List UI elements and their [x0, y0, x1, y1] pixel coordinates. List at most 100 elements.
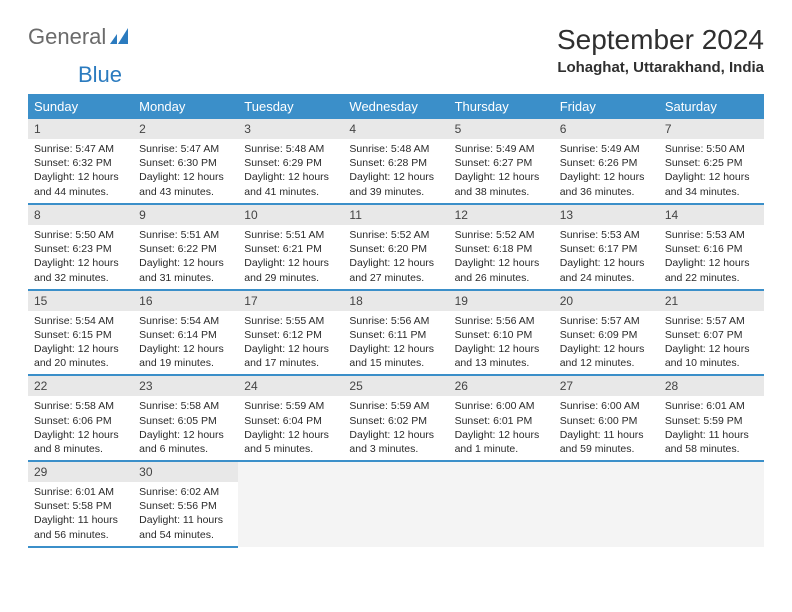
day-number: 6 [554, 119, 659, 139]
day-details: Sunrise: 6:01 AMSunset: 5:59 PMDaylight:… [659, 396, 764, 460]
day-details: Sunrise: 6:01 AMSunset: 5:58 PMDaylight:… [28, 482, 133, 546]
day-details: Sunrise: 5:48 AMSunset: 6:28 PMDaylight:… [343, 139, 448, 203]
day-cell: 3Sunrise: 5:48 AMSunset: 6:29 PMDaylight… [238, 119, 343, 204]
day-number: 1 [28, 119, 133, 139]
day-cell: 8Sunrise: 5:50 AMSunset: 6:23 PMDaylight… [28, 204, 133, 290]
day-number: 13 [554, 205, 659, 225]
day-details: Sunrise: 5:59 AMSunset: 6:02 PMDaylight:… [343, 396, 448, 460]
day-cell: 20Sunrise: 5:57 AMSunset: 6:09 PMDayligh… [554, 290, 659, 376]
day-number: 15 [28, 291, 133, 311]
weekday-header: Sunday [28, 94, 133, 119]
day-cell: 1Sunrise: 5:47 AMSunset: 6:32 PMDaylight… [28, 119, 133, 204]
week-row: 29Sunrise: 6:01 AMSunset: 5:58 PMDayligh… [28, 461, 764, 547]
day-cell: 18Sunrise: 5:56 AMSunset: 6:11 PMDayligh… [343, 290, 448, 376]
day-cell: 19Sunrise: 5:56 AMSunset: 6:10 PMDayligh… [449, 290, 554, 376]
weekday-header: Wednesday [343, 94, 448, 119]
calendar-grid: SundayMondayTuesdayWednesdayThursdayFrid… [28, 94, 764, 548]
day-details: Sunrise: 5:58 AMSunset: 6:06 PMDaylight:… [28, 396, 133, 460]
day-number: 30 [133, 462, 238, 482]
day-details: Sunrise: 5:51 AMSunset: 6:21 PMDaylight:… [238, 225, 343, 289]
day-number: 9 [133, 205, 238, 225]
day-number: 4 [343, 119, 448, 139]
brand-name: General [28, 24, 106, 50]
day-cell: 25Sunrise: 5:59 AMSunset: 6:02 PMDayligh… [343, 375, 448, 461]
day-details: Sunrise: 5:57 AMSunset: 6:09 PMDaylight:… [554, 311, 659, 375]
day-number: 27 [554, 376, 659, 396]
day-cell: 28Sunrise: 6:01 AMSunset: 5:59 PMDayligh… [659, 375, 764, 461]
day-details: Sunrise: 5:52 AMSunset: 6:20 PMDaylight:… [343, 225, 448, 289]
empty-cell [659, 461, 764, 547]
day-number: 23 [133, 376, 238, 396]
day-number: 11 [343, 205, 448, 225]
day-details: Sunrise: 5:47 AMSunset: 6:32 PMDaylight:… [28, 139, 133, 203]
day-cell: 29Sunrise: 6:01 AMSunset: 5:58 PMDayligh… [28, 461, 133, 547]
day-cell: 11Sunrise: 5:52 AMSunset: 6:20 PMDayligh… [343, 204, 448, 290]
weekday-header: Saturday [659, 94, 764, 119]
weekday-header: Thursday [449, 94, 554, 119]
day-number: 5 [449, 119, 554, 139]
day-details: Sunrise: 5:53 AMSunset: 6:17 PMDaylight:… [554, 225, 659, 289]
day-cell: 14Sunrise: 5:53 AMSunset: 6:16 PMDayligh… [659, 204, 764, 290]
weekday-header: Tuesday [238, 94, 343, 119]
day-number: 10 [238, 205, 343, 225]
day-number: 29 [28, 462, 133, 482]
day-details: Sunrise: 5:53 AMSunset: 6:16 PMDaylight:… [659, 225, 764, 289]
day-number: 18 [343, 291, 448, 311]
day-number: 28 [659, 376, 764, 396]
day-number: 7 [659, 119, 764, 139]
day-details: Sunrise: 5:52 AMSunset: 6:18 PMDaylight:… [449, 225, 554, 289]
day-cell: 16Sunrise: 5:54 AMSunset: 6:14 PMDayligh… [133, 290, 238, 376]
day-cell: 4Sunrise: 5:48 AMSunset: 6:28 PMDaylight… [343, 119, 448, 204]
day-cell: 5Sunrise: 5:49 AMSunset: 6:27 PMDaylight… [449, 119, 554, 204]
month-title: September 2024 [557, 24, 764, 56]
day-details: Sunrise: 5:59 AMSunset: 6:04 PMDaylight:… [238, 396, 343, 460]
day-details: Sunrise: 5:49 AMSunset: 6:26 PMDaylight:… [554, 139, 659, 203]
day-details: Sunrise: 5:55 AMSunset: 6:12 PMDaylight:… [238, 311, 343, 375]
location: Lohaghat, Uttarakhand, India [557, 59, 764, 76]
weekday-header-row: SundayMondayTuesdayWednesdayThursdayFrid… [28, 94, 764, 119]
day-number: 2 [133, 119, 238, 139]
day-cell: 27Sunrise: 6:00 AMSunset: 6:00 PMDayligh… [554, 375, 659, 461]
day-cell: 30Sunrise: 6:02 AMSunset: 5:56 PMDayligh… [133, 461, 238, 547]
week-row: 22Sunrise: 5:58 AMSunset: 6:06 PMDayligh… [28, 375, 764, 461]
weekday-header: Friday [554, 94, 659, 119]
week-row: 1Sunrise: 5:47 AMSunset: 6:32 PMDaylight… [28, 119, 764, 204]
day-cell: 10Sunrise: 5:51 AMSunset: 6:21 PMDayligh… [238, 204, 343, 290]
day-details: Sunrise: 5:47 AMSunset: 6:30 PMDaylight:… [133, 139, 238, 203]
day-number: 16 [133, 291, 238, 311]
day-details: Sunrise: 5:57 AMSunset: 6:07 PMDaylight:… [659, 311, 764, 375]
week-row: 8Sunrise: 5:50 AMSunset: 6:23 PMDaylight… [28, 204, 764, 290]
day-number: 21 [659, 291, 764, 311]
day-cell: 12Sunrise: 5:52 AMSunset: 6:18 PMDayligh… [449, 204, 554, 290]
day-cell: 9Sunrise: 5:51 AMSunset: 6:22 PMDaylight… [133, 204, 238, 290]
day-cell: 23Sunrise: 5:58 AMSunset: 6:05 PMDayligh… [133, 375, 238, 461]
brand-chart-icon [110, 26, 136, 49]
brand-accent: Blue [78, 62, 122, 87]
day-number: 19 [449, 291, 554, 311]
day-cell: 2Sunrise: 5:47 AMSunset: 6:30 PMDaylight… [133, 119, 238, 204]
weekday-header: Monday [133, 94, 238, 119]
day-cell: 7Sunrise: 5:50 AMSunset: 6:25 PMDaylight… [659, 119, 764, 204]
day-number: 25 [343, 376, 448, 396]
title-block: September 2024 Lohaghat, Uttarakhand, In… [557, 24, 764, 76]
day-cell: 17Sunrise: 5:55 AMSunset: 6:12 PMDayligh… [238, 290, 343, 376]
day-details: Sunrise: 5:48 AMSunset: 6:29 PMDaylight:… [238, 139, 343, 203]
day-details: Sunrise: 5:50 AMSunset: 6:23 PMDaylight:… [28, 225, 133, 289]
day-details: Sunrise: 5:49 AMSunset: 6:27 PMDaylight:… [449, 139, 554, 203]
day-details: Sunrise: 5:54 AMSunset: 6:14 PMDaylight:… [133, 311, 238, 375]
day-details: Sunrise: 6:00 AMSunset: 6:01 PMDaylight:… [449, 396, 554, 460]
day-cell: 21Sunrise: 5:57 AMSunset: 6:07 PMDayligh… [659, 290, 764, 376]
day-cell: 26Sunrise: 6:00 AMSunset: 6:01 PMDayligh… [449, 375, 554, 461]
empty-cell [554, 461, 659, 547]
week-row: 15Sunrise: 5:54 AMSunset: 6:15 PMDayligh… [28, 290, 764, 376]
day-number: 22 [28, 376, 133, 396]
day-cell: 24Sunrise: 5:59 AMSunset: 6:04 PMDayligh… [238, 375, 343, 461]
day-details: Sunrise: 5:54 AMSunset: 6:15 PMDaylight:… [28, 311, 133, 375]
day-details: Sunrise: 6:00 AMSunset: 6:00 PMDaylight:… [554, 396, 659, 460]
day-details: Sunrise: 5:50 AMSunset: 6:25 PMDaylight:… [659, 139, 764, 203]
day-details: Sunrise: 5:56 AMSunset: 6:11 PMDaylight:… [343, 311, 448, 375]
day-details: Sunrise: 6:02 AMSunset: 5:56 PMDaylight:… [133, 482, 238, 546]
empty-cell [238, 461, 343, 547]
day-cell: 6Sunrise: 5:49 AMSunset: 6:26 PMDaylight… [554, 119, 659, 204]
brand-logo: General [28, 24, 140, 50]
